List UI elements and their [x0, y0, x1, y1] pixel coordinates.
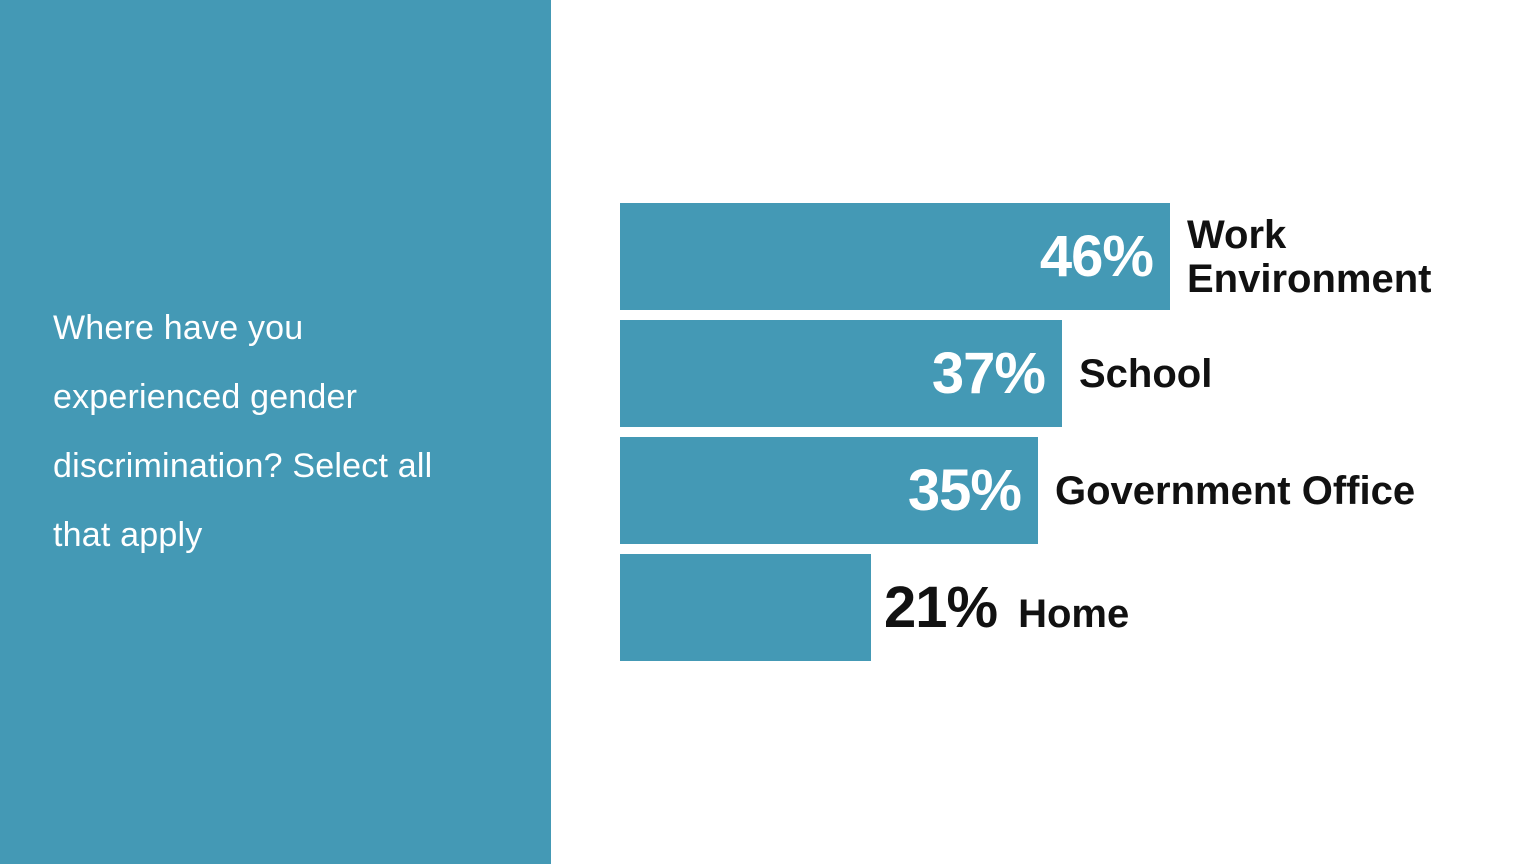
bar-outside-labels: 21% Home	[871, 574, 1129, 641]
bar-2: 35%	[620, 437, 1038, 544]
bar-3	[620, 554, 871, 661]
question-text-line: discrimination? Select all	[53, 447, 433, 485]
bar-category-label: School	[1079, 351, 1213, 396]
bar-value-label: 46%	[1039, 224, 1154, 289]
bar-row: 35% Government Office	[620, 437, 1431, 544]
bar-value-label: 37%	[931, 341, 1046, 406]
bar-category-label: Work Environment	[1187, 212, 1432, 301]
bar-category-label: Government Office	[1055, 468, 1416, 513]
bar-0: 46%	[620, 203, 1170, 310]
question-text-line: experienced gender	[53, 378, 358, 416]
bar-chart: 46% Work Environment 37% School 35% Government…	[620, 203, 1431, 671]
bar-row: 21% Home	[620, 554, 1431, 661]
bar-category-label: Home	[1018, 592, 1130, 636]
question-text-line: Where have you	[53, 309, 304, 347]
bar-row: 46% Work Environment	[620, 203, 1431, 310]
bar-1: 37%	[620, 320, 1062, 427]
question-text-line: that apply	[53, 516, 203, 554]
question-panel: Where have you experienced gender discri…	[0, 0, 551, 864]
bar-row: 37% School	[620, 320, 1431, 427]
bar-value-label: 21%	[884, 575, 998, 640]
bar-value-label: 35%	[907, 458, 1022, 523]
